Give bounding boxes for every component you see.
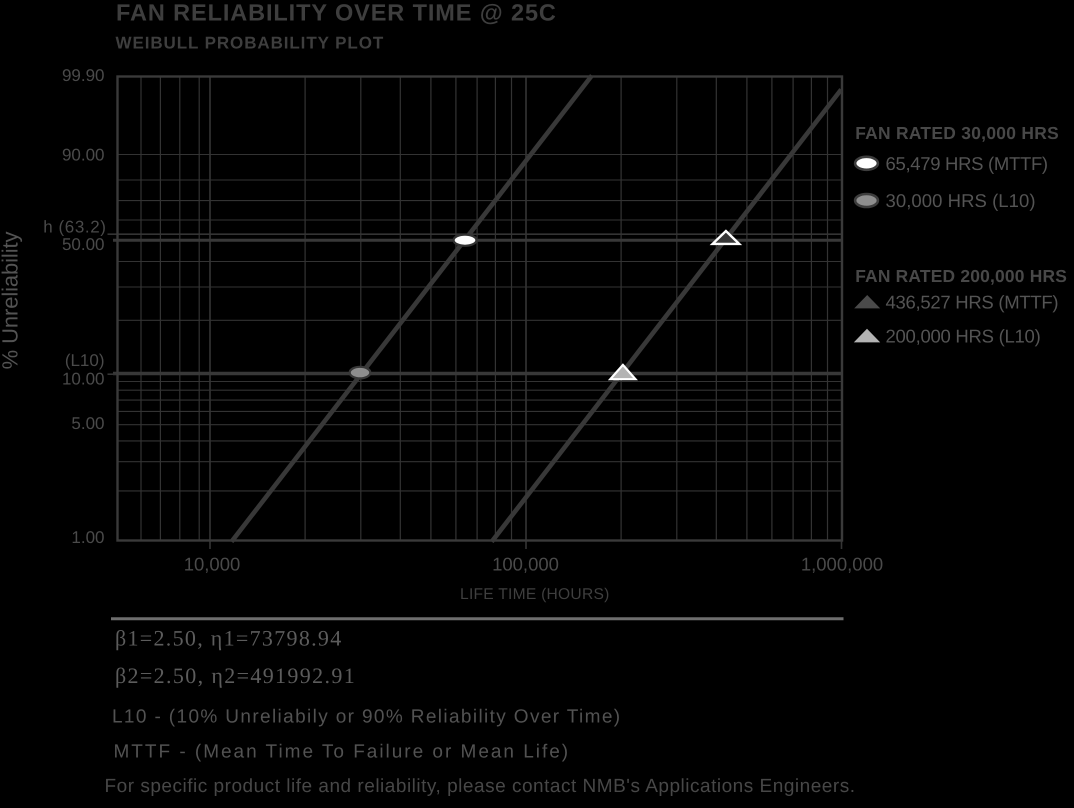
svg-text:β2=2.50, η2=491992.91: β2=2.50, η2=491992.91 [115,663,356,688]
svg-text:FAN RATED 30,000 HRS: FAN RATED 30,000 HRS [855,123,1059,143]
svg-text:90.00: 90.00 [62,146,105,165]
svg-text:50.00: 50.00 [62,235,105,254]
svg-text:LIFE TIME (HOURS): LIFE TIME (HOURS) [460,586,610,603]
svg-text:FAN RATED 200,000 HRS: FAN RATED 200,000 HRS [855,266,1067,286]
svg-text:MTTF - (Mean Time To Failure: MTTF - (Mean Time To Failure or Mean Lif… [114,742,571,763]
svg-text:436,527 HRS (MTTF): 436,527 HRS (MTTF) [886,292,1059,313]
svg-text:(L10): (L10) [65,351,105,370]
svg-text:5.00: 5.00 [71,414,104,433]
svg-text:FAN RELIABILITY OVER TIME @ 25: FAN RELIABILITY OVER TIME @ 25C [116,0,557,25]
svg-text:1.00: 1.00 [71,528,104,547]
svg-text:65,479 HRS (MTTF): 65,479 HRS (MTTF) [886,153,1048,174]
svg-text:10,000: 10,000 [184,554,241,575]
svg-text:L10 - (10% Unreliabily or 90%: L10 - (10% Unreliabily or 90% Reliabilit… [112,707,621,728]
svg-text:30,000 HRS (L10): 30,000 HRS (L10) [886,190,1036,211]
svg-text:10.00: 10.00 [62,369,105,388]
svg-text:1,000,000: 1,000,000 [801,554,883,575]
svg-text:200,000 HRS (L10): 200,000 HRS (L10) [886,326,1041,347]
svg-text:99.90: 99.90 [62,66,105,85]
svg-text:WEIBULL PROBABILITY PLOT: WEIBULL PROBABILITY PLOT [116,34,385,53]
svg-text:β1=2.50, η1=73798.94: β1=2.50, η1=73798.94 [115,626,343,651]
svg-text:100,000: 100,000 [492,554,559,575]
svg-text:% Unreliability: % Unreliability [0,232,23,370]
svg-text:h (63.2): h (63.2) [43,217,106,236]
svg-text:For specific product life and: For specific product life and reliabilit… [105,776,856,797]
